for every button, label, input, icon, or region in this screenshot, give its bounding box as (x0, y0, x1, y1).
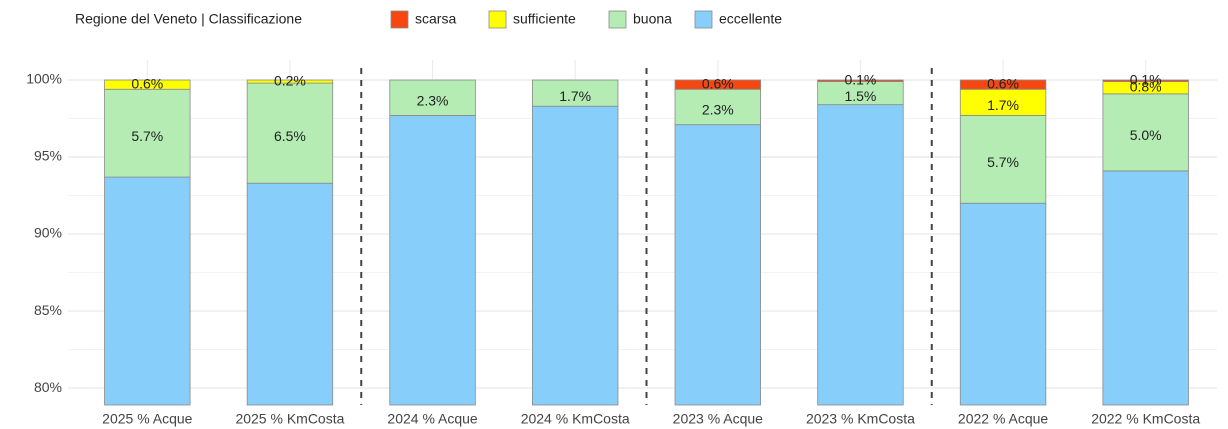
bar-segment (389, 79, 476, 116)
y-tick-label: 85% (34, 302, 62, 318)
data-label: 6.5% (274, 128, 306, 144)
bar-segment (674, 124, 762, 406)
legend-swatch (488, 10, 507, 29)
bar-segment (1102, 93, 1189, 172)
y-tick-label: 100% (26, 71, 62, 87)
bar-segment (959, 202, 1047, 406)
data-label: 5.7% (131, 128, 163, 144)
data-label: 1.7% (987, 97, 1019, 113)
data-label: 0.6% (987, 75, 1019, 91)
bar-segment (959, 115, 1047, 204)
bar-segment (104, 79, 191, 90)
data-label: 5.0% (1130, 127, 1162, 143)
x-tick-label: 2022 % KmCosta (1091, 411, 1200, 427)
bar-segment (246, 182, 334, 406)
data-label: 0.6% (131, 75, 163, 91)
x-tick-label: 2022 % Acque (958, 411, 1049, 427)
legend-label: sufficiente (513, 11, 576, 27)
bar-segment (246, 82, 334, 184)
x-tick-label: 2023 % Acque (673, 411, 764, 427)
bar-segment (817, 104, 904, 406)
legend-swatch (694, 10, 713, 29)
bar-segment (246, 79, 334, 84)
legend-label: scarsa (415, 11, 456, 27)
y-tick-label: 95% (34, 148, 62, 164)
bar-segment (389, 115, 476, 406)
x-tick-label: 2025 % Acque (102, 411, 193, 427)
x-tick-label: 2023 % KmCosta (806, 411, 915, 427)
data-label: 0.1% (1130, 71, 1162, 87)
bar-segment (817, 79, 904, 82)
data-label: 0.1% (844, 71, 876, 87)
bar-segment (1102, 79, 1189, 82)
bar-segment (959, 79, 1047, 90)
bar-segment (959, 88, 1047, 116)
legend-label: buona (633, 11, 672, 27)
data-label: 2.3% (702, 102, 734, 118)
data-label: 1.5% (844, 88, 876, 104)
data-label: 5.7% (987, 154, 1019, 170)
data-label: 1.7% (559, 88, 591, 104)
legend-swatch (390, 10, 409, 29)
bar-segment (104, 176, 191, 406)
y-tick-label: 90% (34, 225, 62, 241)
bar-segment (1102, 170, 1189, 406)
bar-segment (532, 79, 619, 107)
data-label: 2.3% (417, 92, 449, 108)
x-tick-label: 2024 % KmCosta (521, 411, 630, 427)
bar-segment (674, 79, 762, 90)
data-label: 0.8% (1130, 78, 1162, 94)
x-tick-label: 2024 % Acque (387, 411, 478, 427)
bar-segment (674, 88, 762, 126)
legend-swatch (608, 10, 627, 29)
x-tick-label: 2025 % KmCosta (235, 411, 344, 427)
bar-segment (532, 105, 619, 406)
data-label: 0.2% (274, 72, 306, 88)
legend-label: eccellente (719, 11, 782, 27)
y-tick-label: 80% (34, 379, 62, 395)
legend-title: Regione del Veneto | Classificazione (75, 11, 302, 27)
bar-segment (104, 88, 191, 178)
data-label: 0.6% (702, 75, 734, 91)
